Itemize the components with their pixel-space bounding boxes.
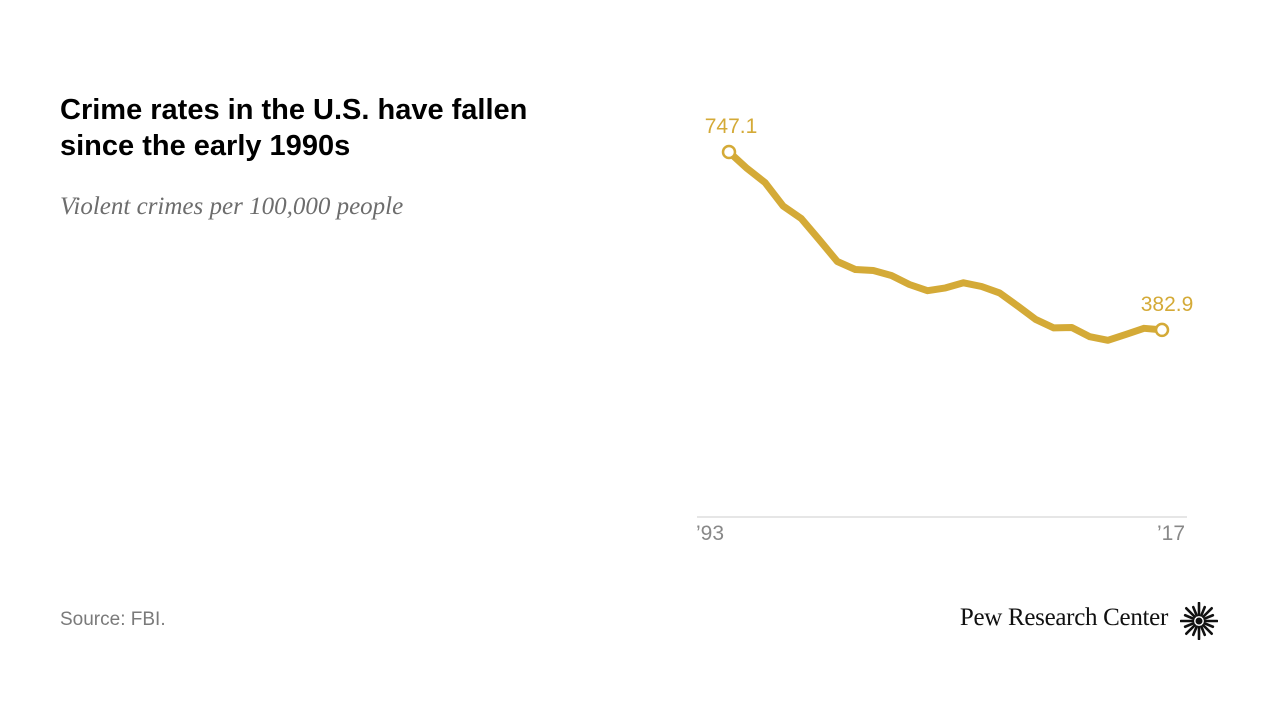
chart-subtitle: Violent crimes per 100,000 people: [60, 193, 404, 220]
chart-title: Crime rates in the U.S. have fallen sinc…: [60, 94, 528, 162]
endpoint-marker: [1154, 322, 1170, 338]
brand-name: Pew Research Center: [959, 604, 1168, 631]
endpoint-marker: [721, 144, 737, 160]
series-line: [725, 148, 1166, 344]
x-tick-label: ’17: [1157, 522, 1185, 545]
pew-sunburst-logo-icon: [1180, 602, 1218, 640]
data-label: 747.1: [705, 115, 758, 138]
source-note: Source: FBI.: [60, 609, 166, 630]
x-tick-label: ’93: [696, 522, 724, 545]
data-label: 382.9: [1141, 293, 1194, 316]
